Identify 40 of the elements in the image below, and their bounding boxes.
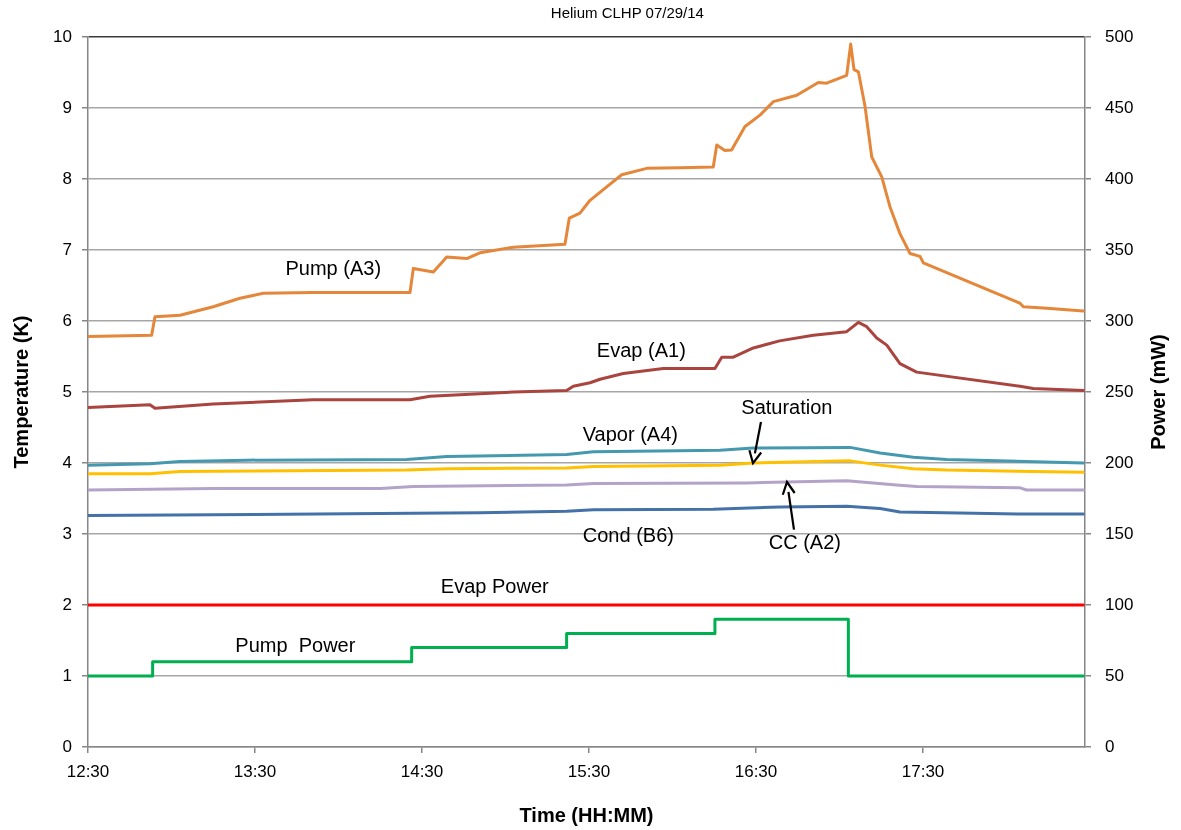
x-tick-label: 17:30 [901,761,945,781]
series-label: Pump (A3) [285,257,382,280]
x-tick-label: 12:30 [66,761,110,781]
series-label: Evap Power [440,575,550,598]
series-label: Cond (B6) [582,524,674,547]
y-tick-label: 0 [62,736,72,756]
y2-tick-label: 300 [1105,310,1134,330]
x-tick-label: 13:30 [233,761,277,781]
y-tick-label: 4 [62,452,72,472]
text: Saturation [741,395,833,418]
y-tick-label: 9 [62,97,72,117]
y-tick-label: 1 [62,665,72,685]
chart-title: Helium CLHP 07/29/14 [550,4,704,22]
y2-tick-label: 350 [1105,239,1134,259]
series-label: Evap (A1) [596,339,686,362]
y-tick-label: 10 [53,26,72,46]
x-tick-label: 14:30 [400,761,444,781]
x-axis-title: Time (HH:MM) [519,803,654,826]
y2-axis-title: Power (mW) [1146,334,1169,450]
y2-tick-label: 450 [1105,97,1134,117]
y-axis-title: Temperature (K) [9,315,32,469]
x-tick-label: 15:30 [567,761,611,781]
y-tick-label: 7 [62,239,72,259]
x-tick-label: 16:30 [734,761,778,781]
y2-tick-label: 500 [1105,26,1134,46]
y2-tick-label: 400 [1105,168,1134,188]
y2-tick-label: 50 [1105,665,1124,685]
y-tick-label: 2 [62,594,72,614]
y-tick-label: 3 [62,523,72,543]
y2-tick-label: 0 [1105,736,1115,756]
y-tick-label: 6 [62,310,72,330]
text: CC (A2) [768,530,841,553]
y2-tick-label: 100 [1105,594,1134,614]
y2-tick-label: 150 [1105,523,1134,543]
y-tick-label: 5 [62,381,72,401]
y2-tick-label: 250 [1105,381,1134,401]
series-label: Vapor (A4) [582,422,678,445]
y-tick-label: 8 [62,168,72,188]
series-label: Pump Power [235,634,356,657]
y2-tick-label: 200 [1105,452,1134,472]
